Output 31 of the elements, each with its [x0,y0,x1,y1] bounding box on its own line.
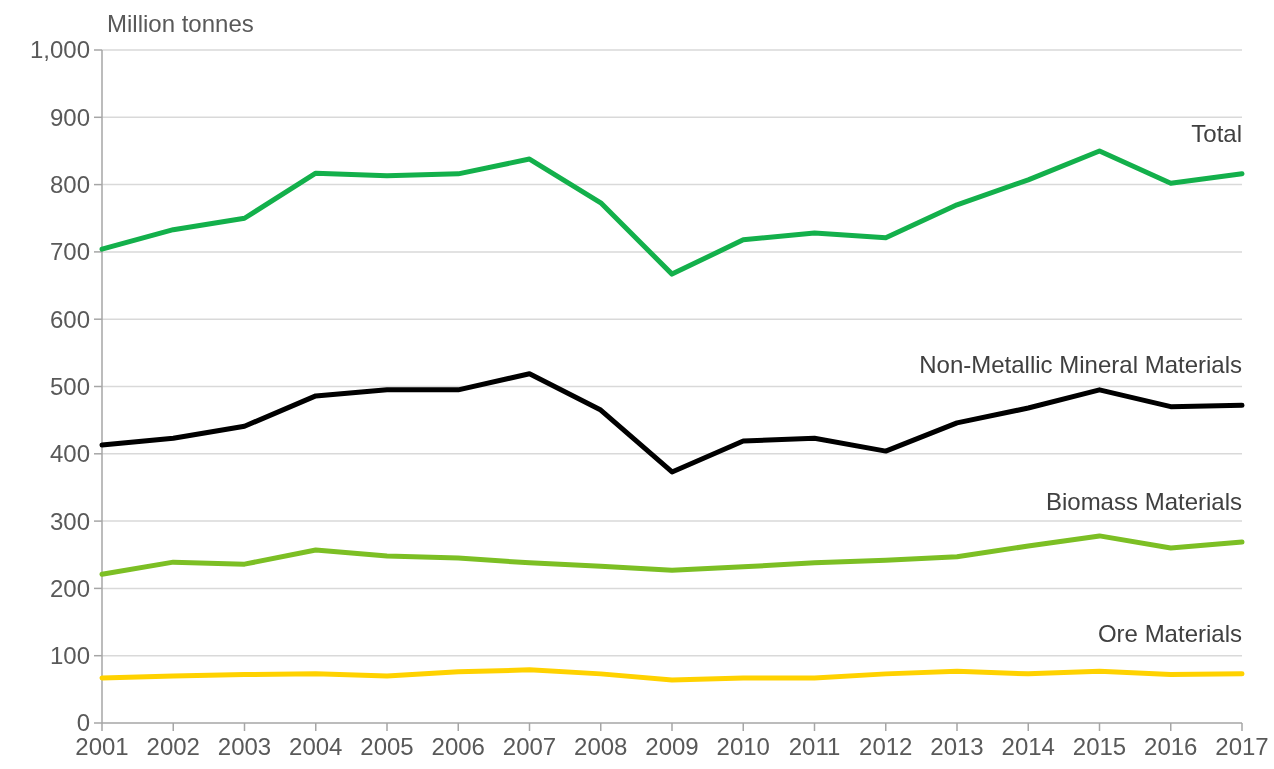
y-tick-label: 300 [49,507,90,535]
series-label: Ore Materials [1097,619,1242,647]
y-tick-label: 600 [49,305,90,333]
y-tick-label: 200 [49,574,90,602]
x-tick-label: 2005 [360,733,414,760]
y-tick-label: 100 [49,642,90,670]
series-label: Total [1191,119,1242,147]
x-tick-label: 2014 [1001,733,1055,760]
x-tick-label: 2011 [788,733,841,760]
y-axis-title: Million tonnes [107,10,254,37]
x-tick-label: 2002 [146,733,200,760]
y-tick-label: 400 [49,440,90,468]
x-tick-label: 2003 [217,733,272,760]
x-tick-label: 2013 [930,733,984,760]
y-tick-label: 800 [49,171,90,198]
x-tick-label: 2015 [1072,733,1127,760]
x-tick-label: 2012 [859,733,913,760]
y-tick-label: 1,000 [29,36,90,64]
x-tick-label: 2009 [645,733,699,760]
x-tick-label: 2016 [1144,733,1198,760]
x-tick-label: 2010 [716,733,770,760]
y-tick-label: 900 [49,103,90,131]
y-tick-label: 700 [49,238,90,266]
x-tick-label: 2004 [289,733,343,760]
x-tick-label: 2006 [431,733,485,760]
x-tick-label: 2007 [502,733,557,760]
y-tick-label: 500 [49,372,90,400]
series-label: Non-Metallic Mineral Materials [919,351,1242,379]
x-tick-label: 2017 [1215,733,1269,760]
series-label: Biomass Materials [1045,487,1242,515]
x-tick-label: 2008 [574,733,628,760]
